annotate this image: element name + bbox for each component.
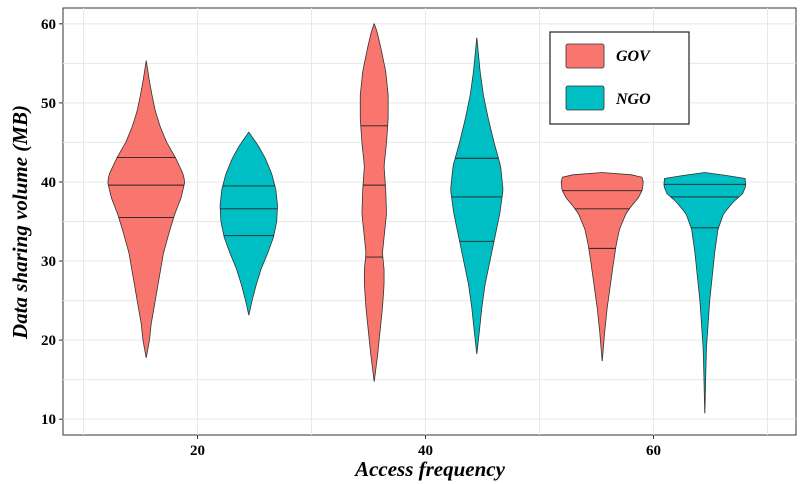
x-axis-title: Access frequency	[353, 457, 506, 481]
violin-ngo-20	[219, 131, 278, 316]
legend-label-gov: GOV	[616, 48, 651, 65]
x-tick-label: 20	[190, 443, 205, 459]
x-tick-label: 40	[418, 443, 433, 459]
violin-gov-40	[359, 23, 389, 382]
axes: 10 20 30 40 50 60 20 40 60	[41, 17, 661, 459]
y-tick-label: 10	[41, 412, 56, 428]
violins	[107, 23, 747, 414]
y-tick-label: 20	[41, 333, 56, 349]
legend-key-gov	[565, 43, 605, 69]
legend-label-ngo: NGO	[615, 91, 651, 108]
y-tick-label: 30	[41, 254, 56, 270]
violin-ngo-60	[663, 172, 747, 414]
violin-ngo-40	[450, 37, 504, 354]
violin-gov-20	[107, 60, 185, 358]
legend-key-ngo	[565, 85, 605, 111]
y-tick-label: 60	[41, 17, 56, 33]
y-tick-label: 50	[41, 96, 56, 112]
violin-gov-60	[560, 172, 644, 362]
y-axis-title: Data sharing volume (MB)	[8, 105, 32, 340]
x-tick-label: 60	[646, 443, 661, 459]
legend: GOV NGO	[549, 31, 690, 125]
y-tick-label: 40	[41, 175, 56, 191]
